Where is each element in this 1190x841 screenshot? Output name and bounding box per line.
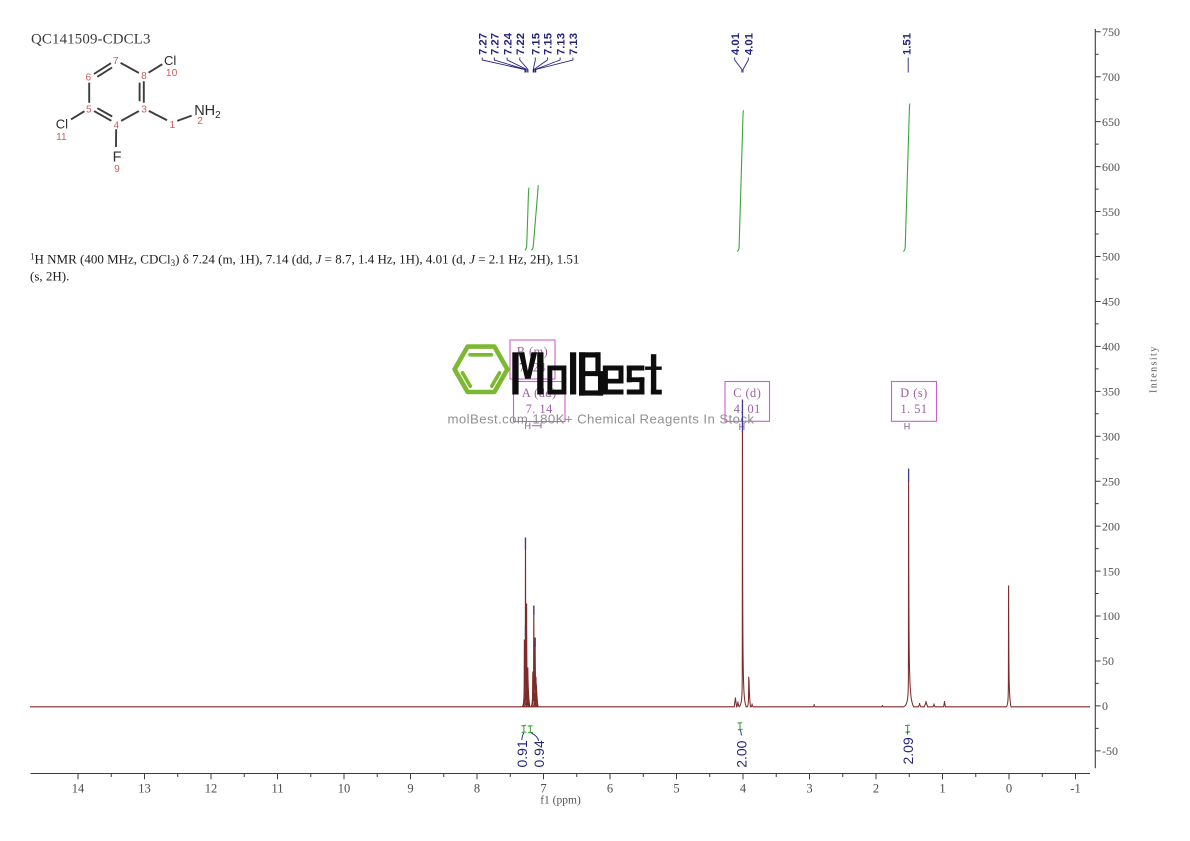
- svg-text:7.22: 7.22: [515, 33, 527, 55]
- svg-text:4: 4: [113, 121, 119, 132]
- svg-text:4.01: 4.01: [744, 33, 756, 55]
- svg-text:(s, 2H).: (s, 2H).: [30, 269, 69, 284]
- svg-text:D (s): D (s): [900, 386, 927, 400]
- svg-text:0: 0: [1102, 699, 1108, 713]
- svg-text:0.91: 0.91: [514, 740, 530, 767]
- svg-text:7: 7: [113, 56, 119, 67]
- svg-text:2.09: 2.09: [900, 737, 916, 764]
- svg-text:250: 250: [1102, 474, 1120, 488]
- svg-text:Cl: Cl: [164, 53, 176, 68]
- svg-text:7.15: 7.15: [531, 33, 543, 55]
- svg-text:700: 700: [1102, 70, 1120, 84]
- svg-text:NH2: NH2: [194, 103, 221, 121]
- svg-text:10: 10: [166, 68, 178, 79]
- svg-text:1: 1: [939, 782, 945, 796]
- svg-text:4.01: 4.01: [730, 33, 742, 55]
- svg-text:10: 10: [338, 782, 351, 796]
- svg-text:3: 3: [141, 104, 147, 115]
- svg-text:9: 9: [114, 164, 120, 175]
- svg-text:C (d): C (d): [733, 386, 761, 400]
- svg-text:4. 01: 4. 01: [734, 402, 761, 416]
- svg-text:5: 5: [86, 105, 92, 116]
- svg-text:5: 5: [673, 782, 679, 796]
- svg-text:4: 4: [740, 782, 747, 796]
- svg-text:150: 150: [1102, 564, 1120, 578]
- svg-text:7.15: 7.15: [543, 33, 555, 55]
- svg-text:7.13: 7.13: [568, 33, 580, 55]
- svg-text:1. 51: 1. 51: [900, 402, 927, 416]
- svg-text:6: 6: [607, 782, 613, 796]
- svg-text:2: 2: [197, 116, 203, 127]
- svg-text:3: 3: [806, 782, 812, 796]
- svg-text:7: 7: [540, 782, 546, 796]
- svg-text:750: 750: [1102, 25, 1120, 39]
- svg-text:13: 13: [138, 782, 151, 796]
- svg-text:Intensity: Intensity: [1149, 345, 1160, 393]
- svg-text:550: 550: [1102, 205, 1120, 219]
- svg-text:11: 11: [271, 782, 283, 796]
- svg-text:300: 300: [1102, 429, 1120, 443]
- svg-text:12: 12: [205, 782, 218, 796]
- svg-text:400: 400: [1102, 340, 1120, 354]
- svg-text:7.27: 7.27: [477, 33, 489, 55]
- svg-text:650: 650: [1102, 115, 1120, 129]
- svg-text:F: F: [113, 150, 122, 166]
- svg-text:-1: -1: [1070, 782, 1080, 796]
- svg-text:0: 0: [1006, 782, 1012, 796]
- svg-text:Cl: Cl: [56, 116, 68, 131]
- svg-text:0.94: 0.94: [531, 740, 547, 767]
- svg-text:11: 11: [56, 132, 67, 143]
- svg-text:50: 50: [1102, 654, 1114, 668]
- svg-text:2.00: 2.00: [734, 740, 750, 767]
- svg-text:2: 2: [873, 782, 879, 796]
- svg-text:7.24: 7.24: [502, 32, 514, 55]
- svg-text:1.51: 1.51: [902, 33, 914, 55]
- svg-text:H: H: [904, 421, 911, 431]
- svg-text:7.27: 7.27: [490, 33, 502, 55]
- svg-text:200: 200: [1102, 519, 1120, 533]
- svg-text:8: 8: [141, 71, 147, 82]
- svg-text:450: 450: [1102, 295, 1120, 309]
- svg-text:100: 100: [1102, 609, 1120, 623]
- svg-text:6: 6: [85, 73, 91, 84]
- svg-text:600: 600: [1102, 160, 1120, 174]
- svg-text:QC141509-CDCL3: QC141509-CDCL3: [31, 32, 151, 48]
- svg-text:f1 (ppm): f1 (ppm): [540, 795, 581, 807]
- svg-text:14: 14: [72, 782, 85, 796]
- svg-text:7.13: 7.13: [555, 33, 567, 55]
- svg-text:9: 9: [407, 782, 413, 796]
- svg-text:H: H: [525, 421, 532, 431]
- svg-text:500: 500: [1102, 250, 1120, 264]
- svg-text:1H NMR (400 MHz, CDCl3) δ 7.24: 1H NMR (400 MHz, CDCl3) δ 7.24 (m, 1H), …: [30, 252, 579, 269]
- svg-text:molBest.com 180K+ Chemical Rea: molBest.com 180K+ Chemical Reagents In S…: [448, 412, 755, 427]
- svg-text:7. 14: 7. 14: [526, 402, 553, 416]
- svg-text:350: 350: [1102, 385, 1120, 399]
- svg-text:1: 1: [169, 120, 175, 131]
- svg-text:-50: -50: [1102, 744, 1118, 758]
- svg-text:8: 8: [474, 782, 480, 796]
